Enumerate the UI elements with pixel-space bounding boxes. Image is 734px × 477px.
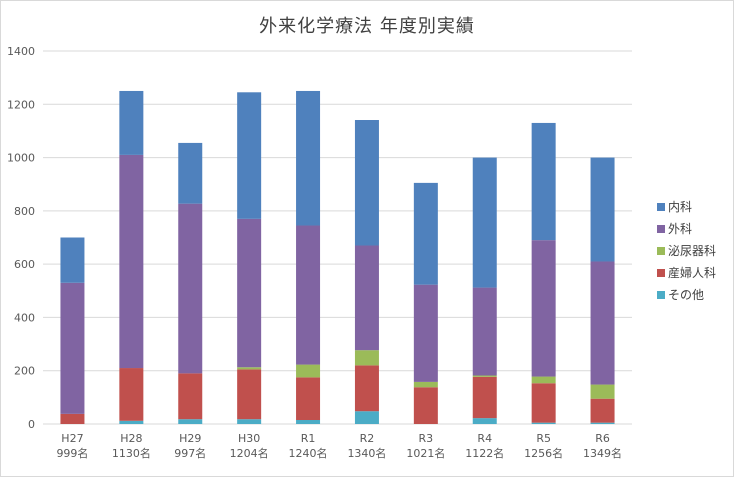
bar-segment — [237, 92, 262, 219]
x-tick-sublabel: 1021名 — [406, 446, 445, 460]
x-tick-label: R2 — [360, 432, 375, 445]
legend-label: 外科 — [668, 222, 692, 236]
legend-swatch — [657, 269, 665, 277]
bar-segment — [60, 237, 85, 283]
y-axis: 0 200 400 600 800 1000 1200 1400 — [7, 45, 35, 431]
bar-segment — [354, 411, 379, 424]
y-tick-label: 200 — [14, 365, 35, 378]
bar-segment — [413, 387, 438, 424]
legend-swatch — [657, 247, 665, 255]
x-tick-label: R1 — [301, 432, 316, 445]
bar-segment — [60, 282, 85, 414]
bar-segment — [237, 419, 262, 424]
legend-label: 内科 — [668, 200, 692, 214]
bar-segment — [590, 157, 615, 262]
x-tick-sublabel: 1130名 — [112, 446, 151, 460]
bar-segment — [590, 384, 615, 399]
x-tick-sublabel: 997名 — [174, 446, 206, 460]
bar-segment — [178, 419, 203, 424]
y-tick-label: 1200 — [7, 98, 35, 111]
x-tick-label: R5 — [536, 432, 551, 445]
bar-segment — [354, 350, 379, 366]
x-tick-sublabel: 999名 — [56, 446, 88, 460]
bar-segment — [296, 225, 321, 365]
bars — [60, 90, 615, 424]
y-tick-label: 1000 — [7, 152, 35, 165]
bar-segment — [472, 376, 497, 419]
bar-segment — [472, 375, 497, 377]
x-tick-label: R3 — [419, 432, 434, 445]
x-tick-label: H27 — [61, 432, 83, 445]
x-tick-sublabel: 1122名 — [465, 446, 504, 460]
bar-segment — [237, 369, 262, 420]
bar-segment — [119, 368, 144, 421]
x-tick-sublabel: 1349名 — [583, 446, 622, 460]
bar-segment — [296, 90, 321, 226]
bar-segment — [413, 284, 438, 382]
bar-segment — [531, 422, 556, 424]
y-tick-label: 600 — [14, 258, 35, 271]
bar-segment — [531, 122, 556, 241]
x-tick-sublabel: 1256名 — [524, 446, 563, 460]
bar-segment — [354, 120, 379, 246]
y-tick-label: 1400 — [7, 45, 35, 58]
bar-segment — [531, 376, 556, 384]
x-tick-label: R6 — [595, 432, 610, 445]
bar-segment — [119, 90, 144, 155]
legend-swatch — [657, 203, 665, 211]
bar-segment — [119, 420, 144, 424]
legend-label: 泌尿器科 — [668, 244, 716, 258]
y-tick-label: 400 — [14, 311, 35, 324]
bar-segment — [531, 383, 556, 423]
x-tick-label: H30 — [238, 432, 260, 445]
legend-swatch — [657, 225, 665, 233]
bar-segment — [296, 377, 321, 421]
x-tick-label: H29 — [179, 432, 201, 445]
bar-segment — [590, 422, 615, 424]
bar-segment — [531, 240, 556, 377]
bar-segment — [472, 418, 497, 424]
bar-segment — [60, 413, 85, 424]
bar-segment — [119, 154, 144, 369]
legend-swatch — [657, 291, 665, 299]
bar-segment — [178, 203, 203, 374]
bar-segment — [413, 381, 438, 388]
bar-segment — [472, 157, 497, 288]
bar-segment — [413, 182, 438, 285]
bar-segment — [354, 245, 379, 351]
bar-segment — [296, 364, 321, 378]
x-tick-label: R4 — [477, 432, 492, 445]
bar-segment — [590, 261, 615, 385]
chart-title: 外来化学療法 年度別実績 — [259, 16, 475, 37]
x-tick-sublabel: 1340名 — [347, 446, 386, 460]
bar-segment — [354, 365, 379, 412]
bar-segment — [472, 287, 497, 376]
x-tick-label: H28 — [120, 432, 142, 445]
x-tick-sublabel: 1204名 — [230, 446, 269, 460]
x-tick-sublabel: 1240名 — [289, 446, 328, 460]
y-tick-label: 800 — [14, 205, 35, 218]
bar-segment — [178, 142, 203, 204]
bar-segment — [237, 218, 262, 368]
legend-label: その他 — [668, 288, 704, 302]
x-axis: H27999名H281130名H29997名H301204名R11240名R21… — [56, 432, 622, 460]
bar-segment — [296, 420, 321, 424]
y-tick-label: 0 — [28, 418, 35, 431]
legend-label: 産婦人科 — [668, 265, 716, 280]
bar-segment — [237, 367, 262, 370]
bar-segment — [590, 398, 615, 423]
bar-segment — [178, 373, 203, 420]
